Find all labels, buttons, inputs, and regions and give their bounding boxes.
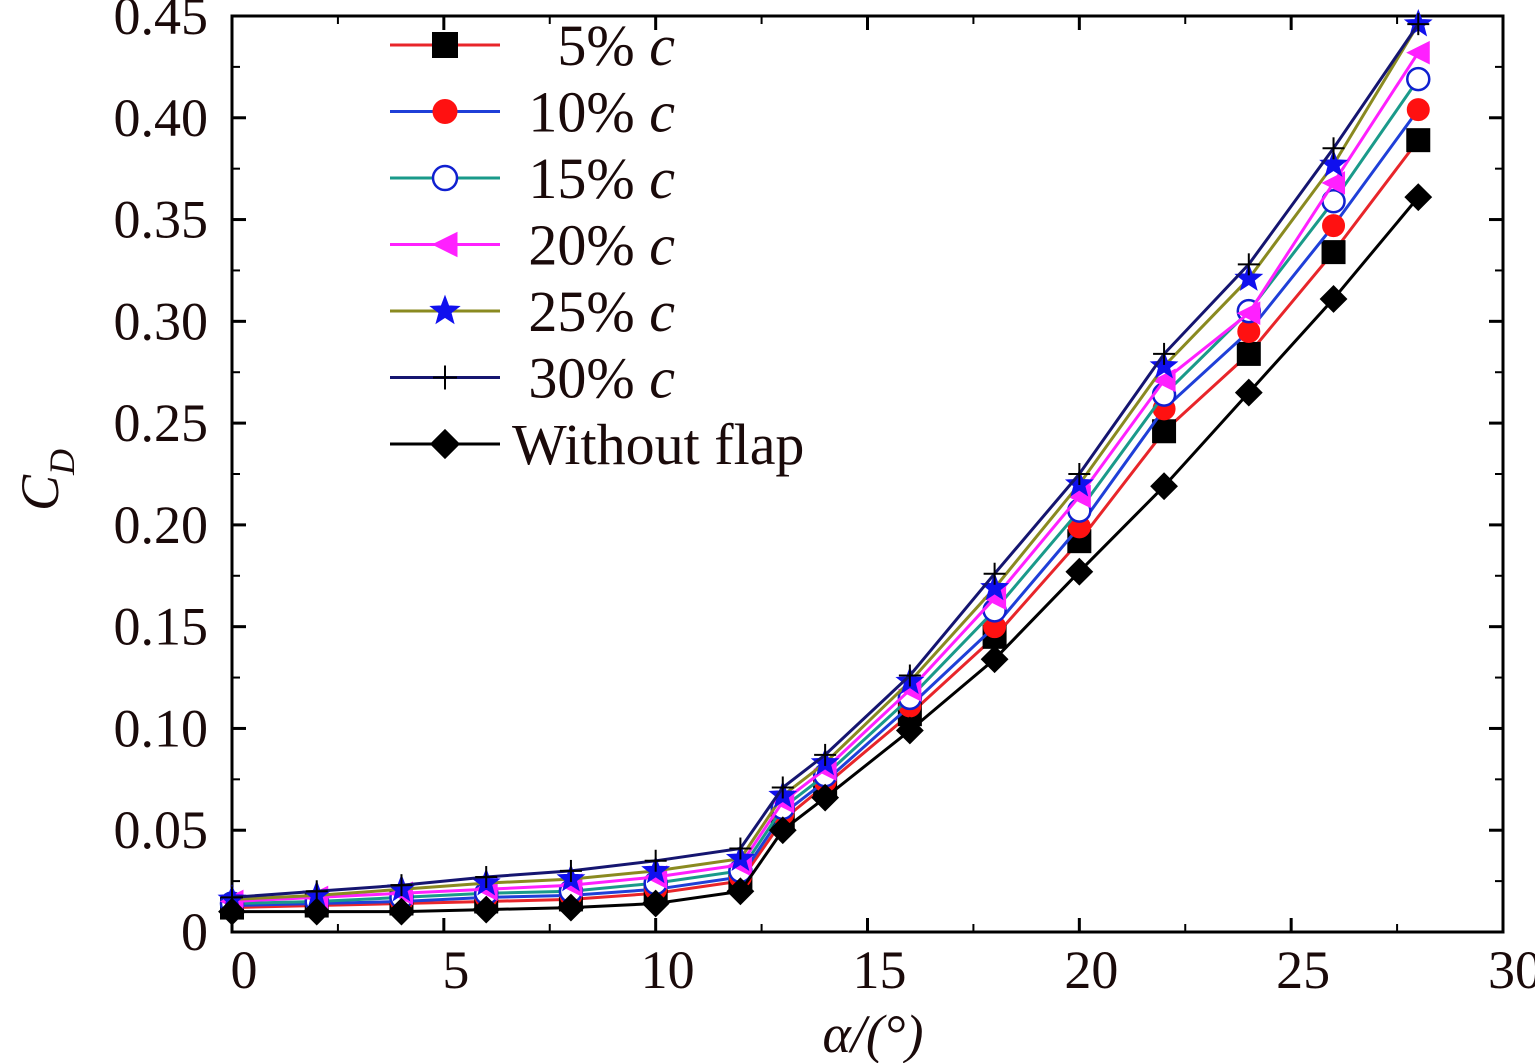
legend-item: 5% c bbox=[390, 13, 675, 78]
legend-marker bbox=[432, 32, 458, 58]
data-point bbox=[895, 716, 924, 745]
data-point bbox=[811, 783, 840, 812]
legend-label: 15% c bbox=[528, 146, 675, 211]
y-tick-label: 0.45 bbox=[114, 0, 209, 46]
legend-label: 10% c bbox=[528, 80, 675, 145]
legend-item: 25% c bbox=[390, 279, 675, 344]
data-point bbox=[980, 645, 1009, 674]
plot-frame bbox=[230, 14, 1505, 934]
data-point bbox=[472, 895, 501, 924]
series-line bbox=[231, 23, 1420, 899]
x-tick-label: 10 bbox=[641, 940, 695, 1000]
x-tick-label: 0 bbox=[231, 940, 258, 1000]
data-point bbox=[1150, 472, 1178, 501]
x-axis: 0 5 10 15 20 25 30 bbox=[230, 16, 1535, 1000]
series-5 bbox=[221, 13, 1430, 909]
data-point bbox=[390, 874, 413, 897]
legend-item: 10% c bbox=[390, 80, 675, 145]
y-tick-label: 0.20 bbox=[114, 495, 209, 555]
data-point bbox=[1406, 128, 1431, 153]
y-axis: 0 0.05 0.10 0.15 0.20 0.25 0.30 0.35 0.40 0.45 bbox=[114, 0, 1503, 962]
data-point bbox=[557, 893, 585, 922]
series-6 bbox=[218, 183, 1433, 926]
data-point bbox=[302, 897, 331, 926]
legend-label: 25% c bbox=[528, 279, 675, 344]
legend-marker bbox=[429, 294, 461, 325]
data-point bbox=[559, 859, 582, 882]
data-point bbox=[1237, 320, 1261, 344]
x-axis-title: α/(°) bbox=[823, 1004, 924, 1063]
legend-marker bbox=[431, 164, 459, 192]
y-axis-title: CD bbox=[10, 449, 82, 511]
data-point bbox=[983, 562, 1006, 585]
x-tick-label: 30 bbox=[1488, 940, 1535, 1000]
data-point bbox=[1406, 98, 1430, 122]
series-line bbox=[231, 23, 1420, 901]
legend-marker bbox=[432, 99, 458, 124]
data-point bbox=[768, 816, 797, 845]
series-line bbox=[231, 139, 1420, 910]
x-tick-label: 15 bbox=[853, 940, 907, 1000]
data-point bbox=[1407, 13, 1430, 36]
data-point bbox=[1065, 557, 1094, 586]
legend-item: 30% c bbox=[390, 346, 675, 411]
legend-label: Without flap bbox=[512, 412, 804, 477]
legend-marker bbox=[429, 428, 461, 460]
y-tick-label: 0.25 bbox=[114, 393, 209, 453]
series-line bbox=[232, 196, 1420, 914]
data-point bbox=[475, 866, 498, 889]
legend-marker bbox=[433, 365, 457, 390]
legend-item: 20% c bbox=[390, 213, 675, 278]
data-point bbox=[1406, 66, 1431, 92]
data-point bbox=[814, 743, 837, 766]
data-point bbox=[1153, 342, 1176, 365]
data-point bbox=[1321, 171, 1346, 195]
data-point bbox=[1068, 463, 1091, 485]
data-point bbox=[1236, 341, 1261, 366]
x-tick-label: 5 bbox=[442, 940, 469, 1000]
data-point bbox=[1322, 137, 1345, 160]
data-point bbox=[1322, 214, 1346, 238]
series-line bbox=[231, 78, 1420, 905]
legend-label: 30% c bbox=[528, 346, 675, 411]
y-tick-label: 0.30 bbox=[114, 291, 209, 351]
data-point bbox=[1152, 419, 1177, 444]
data-point bbox=[1321, 240, 1346, 265]
y-tick-label: 0.15 bbox=[114, 597, 209, 657]
data-point bbox=[1237, 253, 1260, 276]
y-tick-label: 0.40 bbox=[114, 88, 209, 148]
series-line bbox=[231, 108, 1420, 907]
data-point bbox=[1406, 40, 1430, 65]
y-tick-label: 0.10 bbox=[114, 698, 209, 758]
data-point bbox=[387, 897, 416, 926]
data-point bbox=[898, 664, 921, 687]
data-point bbox=[1319, 285, 1348, 313]
x-tick-label: 20 bbox=[1064, 940, 1118, 1000]
x-tick-label: 25 bbox=[1276, 940, 1330, 1000]
plot-border bbox=[230, 14, 1505, 934]
data-point bbox=[641, 889, 670, 918]
data-point bbox=[771, 776, 794, 799]
legend-item: Without flap bbox=[390, 412, 804, 477]
y-tick-label: 0.05 bbox=[114, 800, 209, 860]
series-line bbox=[231, 51, 1420, 903]
data-point bbox=[1404, 183, 1433, 212]
data-point bbox=[1236, 301, 1261, 326]
y-tick-label: 0.35 bbox=[114, 190, 209, 250]
y-tick-label: 0 bbox=[181, 902, 208, 962]
legend-marker bbox=[431, 231, 458, 258]
data-point bbox=[729, 837, 752, 860]
data-point bbox=[644, 849, 667, 872]
data-point bbox=[726, 877, 755, 906]
data-point bbox=[1234, 378, 1263, 407]
legend-label: 20% c bbox=[528, 213, 675, 278]
legend-label: 5% c bbox=[557, 13, 675, 78]
series-layer bbox=[217, 8, 1433, 926]
legend-item: 15% c bbox=[390, 146, 675, 211]
